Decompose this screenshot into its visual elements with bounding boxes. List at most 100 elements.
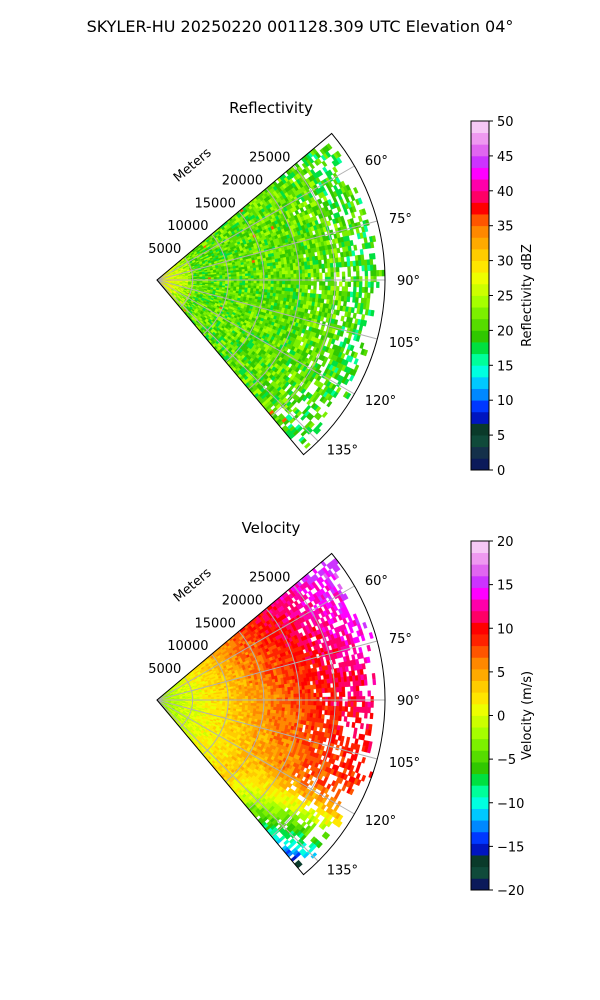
colorbar-segment — [471, 446, 489, 459]
data-cell — [327, 308, 332, 314]
data-cell — [336, 271, 340, 278]
data-cell — [359, 281, 363, 288]
data-cell — [270, 289, 274, 294]
data-cell — [250, 283, 255, 287]
colorbar-segment — [471, 260, 489, 273]
data-cell — [264, 289, 268, 293]
data-cell — [270, 286, 274, 291]
data-cell — [352, 265, 357, 272]
data-cell — [264, 274, 269, 279]
data-cell — [287, 270, 292, 275]
colorbar-segment — [471, 202, 489, 215]
data-cell — [287, 287, 291, 292]
data-cell — [270, 280, 275, 285]
data-cell — [293, 270, 297, 275]
data-cell — [310, 281, 314, 286]
data-cell — [290, 287, 294, 293]
data-cell — [356, 281, 360, 288]
data-cell — [245, 280, 249, 284]
data-cell — [345, 348, 351, 356]
data-cell — [258, 269, 263, 274]
colorbar-tick-label: 25 — [497, 290, 514, 305]
data-cell — [355, 227, 360, 235]
data-cell — [320, 298, 325, 304]
data-cell — [337, 583, 343, 591]
colorbar-segment — [471, 376, 489, 389]
data-cell — [284, 274, 289, 278]
data-cell — [327, 214, 333, 221]
data-cell — [259, 280, 263, 284]
data-cell — [270, 271, 274, 276]
colorbar-segment — [471, 144, 489, 157]
data-cell — [213, 277, 218, 280]
data-cell — [346, 256, 351, 262]
data-cell — [367, 281, 371, 288]
data-cell — [281, 287, 286, 292]
data-cell — [279, 280, 283, 285]
data-cell — [230, 280, 235, 283]
data-cell — [307, 269, 311, 274]
data-cell — [253, 283, 257, 287]
data-cell — [247, 280, 252, 284]
data-cell — [253, 285, 257, 289]
data-cell — [284, 280, 289, 285]
radial-axis-label: Meters — [171, 145, 215, 185]
data-cell — [244, 282, 249, 286]
data-cell — [361, 265, 366, 272]
data-cell — [267, 286, 272, 291]
data-cell — [332, 166, 339, 174]
data-cell — [239, 282, 243, 286]
data-cell — [356, 270, 360, 277]
data-cell — [344, 281, 349, 287]
data-cell — [376, 270, 380, 277]
data-cell — [344, 286, 349, 292]
data-cell — [311, 252, 316, 258]
data-cell — [359, 342, 365, 349]
data-cell — [307, 285, 312, 290]
data-cell — [342, 276, 346, 282]
data-cell — [370, 281, 374, 288]
data-cell — [253, 270, 257, 274]
data-cell — [267, 271, 272, 276]
data-cell — [364, 287, 368, 294]
data-cell — [282, 277, 286, 282]
data-cell — [358, 286, 363, 293]
colorbar-tick-label: 45 — [497, 150, 514, 165]
colorbar-segment — [471, 155, 489, 168]
data-cell — [276, 271, 280, 275]
data-cell — [309, 163, 316, 170]
data-cell — [353, 276, 357, 282]
data-cell — [284, 270, 289, 275]
colorbar-tick-label: 40 — [497, 185, 514, 200]
angle-tick-label: 75° — [389, 212, 412, 227]
data-cell — [330, 272, 334, 278]
data-cell — [347, 245, 352, 252]
colorbar-label: Reflectivity dBZ — [520, 244, 535, 347]
data-cell — [276, 287, 280, 291]
data-cell — [353, 358, 359, 365]
data-cell — [256, 272, 260, 276]
data-cell — [359, 249, 364, 256]
colorbar-tick-label: 30 — [497, 255, 514, 270]
data-cell — [335, 309, 340, 316]
panel-reflectivity: Reflectivity500010000150002000025000Mete… — [148, 99, 535, 479]
data-cell — [350, 212, 356, 219]
colorbar-segment — [471, 458, 489, 471]
data-cell — [304, 442, 311, 449]
colorbar-segment — [471, 190, 489, 203]
colorbar-segment — [471, 411, 489, 424]
data-cell — [327, 267, 331, 273]
data-cell — [341, 286, 346, 292]
data-cell — [267, 274, 272, 279]
colorbar-segment — [471, 318, 489, 331]
data-cell — [327, 276, 332, 282]
data-cell — [276, 280, 280, 285]
data-cell — [279, 277, 283, 282]
radial-tick-label: 25000 — [249, 151, 290, 166]
data-cell — [361, 286, 366, 293]
data-cell — [330, 267, 334, 273]
data-cell — [319, 272, 323, 278]
data-cell — [279, 271, 283, 275]
data-cell — [340, 256, 345, 263]
data-cell — [270, 277, 275, 282]
